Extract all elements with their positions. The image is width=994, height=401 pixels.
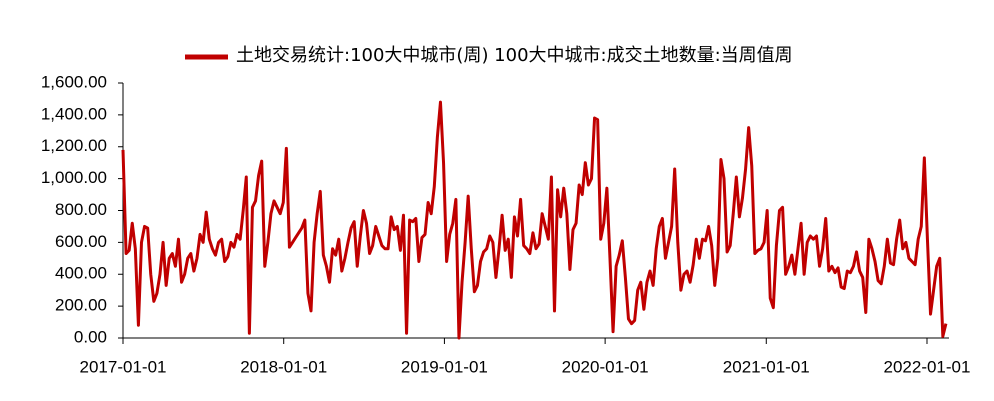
data-line bbox=[121, 100, 948, 340]
x-tick-label: 2022-01-01 bbox=[884, 357, 971, 376]
y-tick-label: 800.00 bbox=[55, 200, 107, 219]
y-tick-label: 400.00 bbox=[55, 264, 107, 283]
legend-label: 土地交易统计:100大中城市(周) 100大中城市:成交土地数量:当周值周 bbox=[236, 45, 793, 66]
y-tick-label: 200.00 bbox=[55, 296, 107, 315]
y-tick-label: 1,600.00 bbox=[41, 72, 107, 91]
x-tick-label: 2020-01-01 bbox=[562, 357, 649, 376]
x-tick-label: 2019-01-01 bbox=[401, 357, 488, 376]
x-tick-label: 2018-01-01 bbox=[240, 357, 327, 376]
y-tick-label: 600.00 bbox=[55, 232, 107, 251]
y-tick-label: 1,000.00 bbox=[41, 168, 107, 187]
y-tick-label: 1,200.00 bbox=[41, 136, 107, 155]
y-tick-label: 1,400.00 bbox=[41, 104, 107, 123]
x-tick-label: 2021-01-01 bbox=[723, 357, 810, 376]
x-tick-label: 2017-01-01 bbox=[80, 357, 167, 376]
y-tick-label: 0.00 bbox=[74, 327, 107, 346]
